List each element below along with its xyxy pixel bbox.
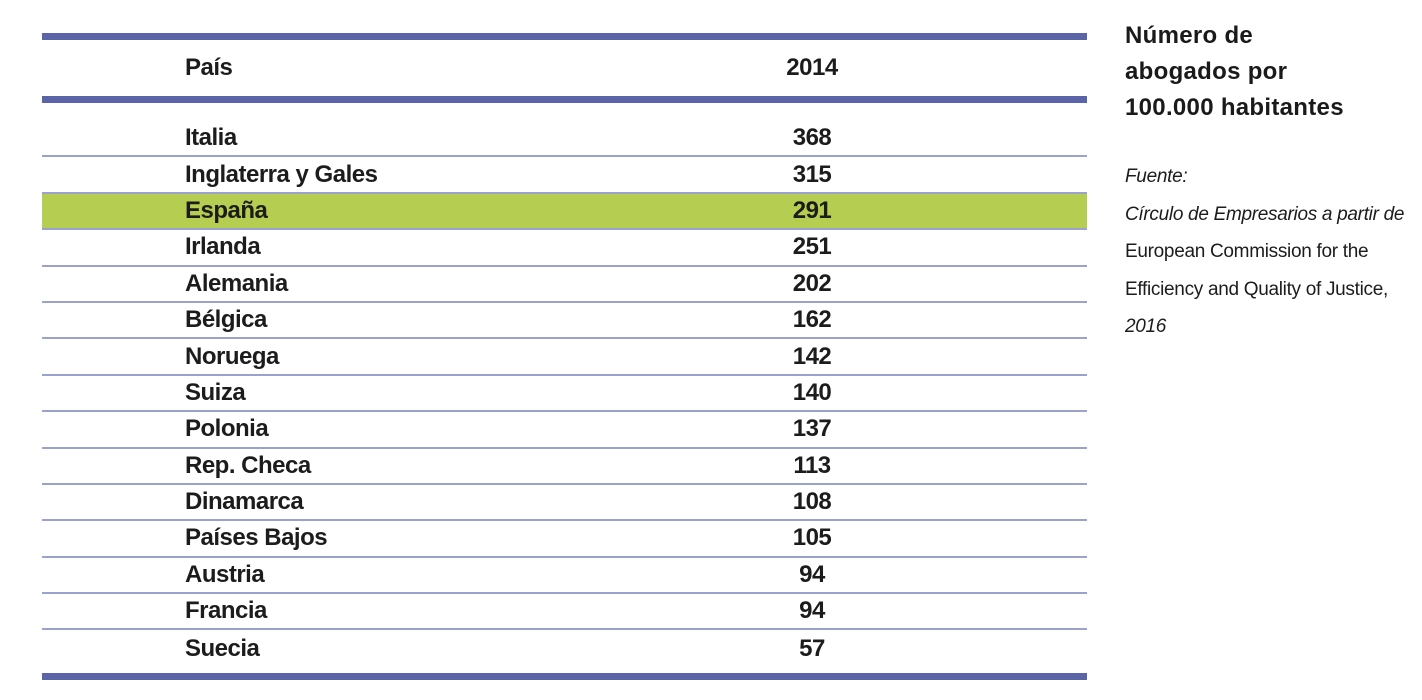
country-cell: Bélgica [185,306,267,334]
table-header-rule [42,96,1087,103]
country-cell: Suiza [185,378,246,406]
table-bottom-rule [42,672,1087,680]
country-cell: Suecia [185,634,260,662]
value-cell: 202 [792,269,832,297]
source-line: Efficiency and Quality of Justice, [1125,278,1388,300]
source-note: Fuente: Círculo de Empresarios a partir d… [1125,158,1405,346]
value-cell: 291 [792,196,832,224]
country-cell: España [185,196,268,224]
table-row: Francia 94 [42,594,1087,631]
lawyers-table: País 2014 Italia 368 Inglaterra y Gales … [42,33,1087,680]
table-body-spacer [42,103,1087,121]
table-row: Alemania 202 [42,267,1087,303]
table-body: Italia 368 Inglaterra y Gales 315 España… [42,121,1087,667]
country-cell: Alemania [185,269,288,297]
chart-title: Número de abogados por 100.000 habitante… [1125,18,1395,126]
value-cell: 57 [799,634,825,662]
column-header-2014: 2014 [786,54,838,81]
country-cell: Italia [185,124,237,152]
country-cell: Países Bajos [185,524,328,552]
country-cell: Francia [185,597,267,625]
value-cell: 94 [799,597,825,625]
table-row: Irlanda 251 [42,230,1087,267]
source-line: Círculo de Empresarios a partir de [1125,203,1405,225]
table-row: Austria 94 [42,558,1087,595]
table-row: Suecia 57 [42,630,1087,666]
value-cell: 142 [792,342,832,370]
column-header-pais: País [185,54,233,81]
country-cell: Rep. Checa [185,451,311,479]
country-cell: Dinamarca [185,488,304,516]
value-cell: 108 [792,488,832,516]
table-row: Polonia 137 [42,412,1087,449]
source-line: 2016 [1125,316,1167,337]
value-cell: 113 [793,451,831,479]
value-cell: 137 [792,415,832,443]
chart-title-line: Número de [1125,22,1254,49]
source-line: European Commission for the [1125,241,1369,262]
country-cell: Inglaterra y Gales [185,160,378,188]
value-cell: 140 [792,378,832,406]
table-row: Dinamarca 108 [42,485,1087,522]
chart-title-line: 100.000 habitantes [1125,94,1344,121]
value-cell: 105 [792,524,832,552]
table-row: Rep. Checa 113 [42,449,1087,485]
table-row: Suiza 140 [42,376,1087,413]
country-cell: Noruega [185,342,279,370]
table-row: Inglaterra y Gales 315 [42,157,1087,194]
chart-title-line: abogados por [1125,58,1288,85]
table-row: Italia 368 [42,121,1087,158]
table-row: Países Bajos 105 [42,521,1087,558]
country-cell: Austria [185,560,265,588]
country-cell: Polonia [185,415,269,443]
country-cell: Irlanda [185,233,261,261]
table-top-rule [42,33,1087,40]
source-line: Fuente: [1125,166,1188,187]
side-note: Número de abogados por 100.000 habitante… [1125,18,1405,346]
table-row: Bélgica 162 [42,303,1087,340]
table-row-highlighted: España 291 [42,193,1087,231]
value-cell: 251 [792,233,832,261]
value-cell: 162 [792,306,832,334]
table-row: Noruega 142 [42,339,1087,376]
value-cell: 94 [799,560,825,588]
value-cell: 368 [792,124,832,152]
table-header: País 2014 [42,40,1087,96]
value-cell: 315 [792,160,832,188]
